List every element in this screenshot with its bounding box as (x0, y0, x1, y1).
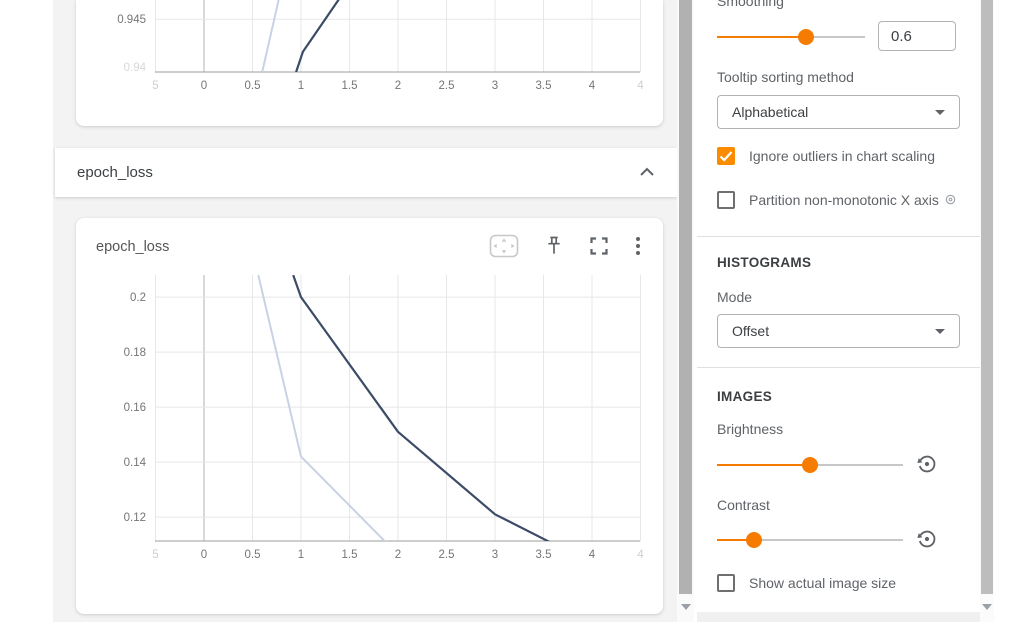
y-tick-label: 0.12 (124, 512, 146, 524)
x-tick-label: 2.5 (439, 549, 455, 561)
x-tick-label: 3 (492, 549, 498, 561)
series-line-original (257, 275, 387, 541)
smoothing-value: 0.6 (891, 27, 912, 45)
slider-fill (717, 539, 755, 541)
chart-card-epoch-loss: epoch_loss (76, 218, 663, 614)
histograms-header: HISTOGRAMS (717, 255, 812, 270)
x-tick-label: 5 (152, 549, 158, 561)
x-tick-label: 2.5 (439, 80, 455, 92)
partition-x-axis-checkbox[interactable] (717, 191, 735, 209)
x-tick-label: 1 (298, 80, 304, 92)
y-tick-label: 0.2 (130, 292, 146, 304)
x-tick-label: 2 (395, 80, 401, 92)
pin-icon[interactable] (545, 235, 563, 262)
tooltip-sorting-select[interactable]: Alphabetical (717, 95, 960, 129)
y-tick-label: 0.18 (124, 347, 146, 359)
partition-x-axis-row: Partition non-monotonic X axis (717, 191, 956, 209)
x-tick-label: 4 (589, 549, 596, 561)
y-tick-label: 0.16 (124, 402, 146, 414)
y-tick-label: 0.945 (117, 14, 146, 26)
x-tick-label: 5 (152, 80, 158, 92)
accuracy-chart-plot[interactable]: 5 0 0.5 1 1.5 2 2.5 3 3.5 4 4 0.945 0.94 (76, 0, 663, 126)
histogram-mode-select[interactable]: Offset (717, 314, 960, 348)
charts-scrollbar[interactable] (677, 0, 694, 622)
x-tick-label: 2 (395, 549, 401, 561)
y-tick-label: 0.14 (124, 457, 147, 469)
x-tick-label: 1 (298, 549, 304, 561)
images-header: IMAGES (717, 389, 773, 404)
ignore-outliers-row: Ignore outliers in chart scaling (717, 147, 935, 165)
ignore-outliers-label: Ignore outliers in chart scaling (749, 148, 935, 164)
fit-domain-to-data-icon[interactable] (489, 234, 519, 263)
series-line-smoothed (295, 0, 340, 72)
divider (697, 367, 980, 368)
x-tick-label: 3.5 (536, 549, 552, 561)
show-actual-size-label: Show actual image size (749, 575, 897, 591)
partition-x-axis-label: Partition non-monotonic X axis (749, 192, 939, 208)
series-line-original (261, 0, 280, 72)
x-tick-label: 0.5 (245, 80, 261, 92)
histogram-mode-label: Mode (717, 289, 753, 305)
fullscreen-icon[interactable] (589, 236, 609, 261)
settings-panel: Smoothing 0.6 Tooltip sorting method Alp… (697, 0, 980, 612)
check-icon (719, 151, 733, 162)
x-tick-label: 3 (492, 80, 498, 92)
panel-bottom-strip (697, 612, 980, 622)
chart-card-partial: 5 0 0.5 1 1.5 2 2.5 3 3.5 4 4 0.945 0.94 (76, 0, 663, 126)
histogram-mode-value: Offset (732, 323, 770, 339)
contrast-reset-icon[interactable] (914, 526, 940, 552)
chart-card-title: epoch_loss (96, 239, 170, 255)
smoothing-label: Smoothing (717, 0, 784, 9)
brightness-label: Brightness (717, 421, 784, 437)
brightness-reset-icon[interactable] (914, 451, 940, 477)
show-actual-size-checkbox[interactable] (717, 574, 735, 592)
info-icon[interactable] (945, 192, 956, 208)
x-tick-label: 4 (589, 80, 596, 92)
contrast-label: Contrast (717, 497, 770, 513)
panel-scrollbar-thumb[interactable] (981, 0, 993, 594)
panel-scrollbar[interactable] (980, 0, 994, 622)
more-options-icon[interactable] (635, 236, 641, 261)
section-header-epoch-loss[interactable]: epoch_loss (55, 148, 677, 197)
x-tick-label: 1.5 (342, 549, 358, 561)
section-title: epoch_loss (77, 164, 153, 181)
smoothing-slider[interactable] (717, 29, 865, 45)
slider-thumb[interactable] (746, 532, 763, 548)
epoch-loss-chart-plot[interactable]: 5 0 0.5 1 1.5 2 2.5 3 3.5 4 4 0.2 0.18 0.16 0.14 0.12 (76, 218, 663, 614)
slider-thumb[interactable] (802, 457, 818, 473)
series-line-smoothed (292, 275, 550, 541)
x-tick-label: 3.5 (536, 80, 552, 92)
charts-scrollbar-thumb[interactable] (679, 0, 692, 594)
slider-thumb[interactable] (797, 29, 814, 45)
x-tick-label: 1.5 (342, 80, 358, 92)
x-tick-label: 0 (201, 80, 207, 92)
dropdown-caret-icon (935, 328, 945, 334)
tooltip-sorting-value: Alphabetical (732, 104, 809, 120)
ignore-outliers-checkbox[interactable] (717, 147, 735, 165)
tooltip-sorting-label: Tooltip sorting method (717, 69, 854, 85)
contrast-slider[interactable] (717, 532, 903, 548)
x-tick-label: 4 (637, 549, 644, 561)
x-tick-label: 4 (637, 80, 644, 92)
brightness-slider[interactable] (717, 457, 903, 473)
smoothing-value-input[interactable]: 0.6 (878, 21, 956, 51)
chevron-up-icon[interactable] (639, 164, 655, 182)
slider-track[interactable] (717, 539, 903, 541)
divider (697, 236, 980, 237)
panel-scrollbar-down-arrow[interactable] (982, 604, 992, 610)
x-tick-label: 0.5 (245, 549, 261, 561)
charts-scrollbar-down-arrow[interactable] (681, 604, 691, 610)
slider-fill (717, 36, 806, 38)
y-tick-label: 0.94 (124, 62, 147, 74)
slider-fill (717, 464, 810, 466)
chart-toolbar (489, 234, 641, 263)
dropdown-caret-icon (935, 109, 945, 115)
show-actual-size-row: Show actual image size (717, 574, 896, 592)
x-tick-label: 0 (201, 549, 207, 561)
